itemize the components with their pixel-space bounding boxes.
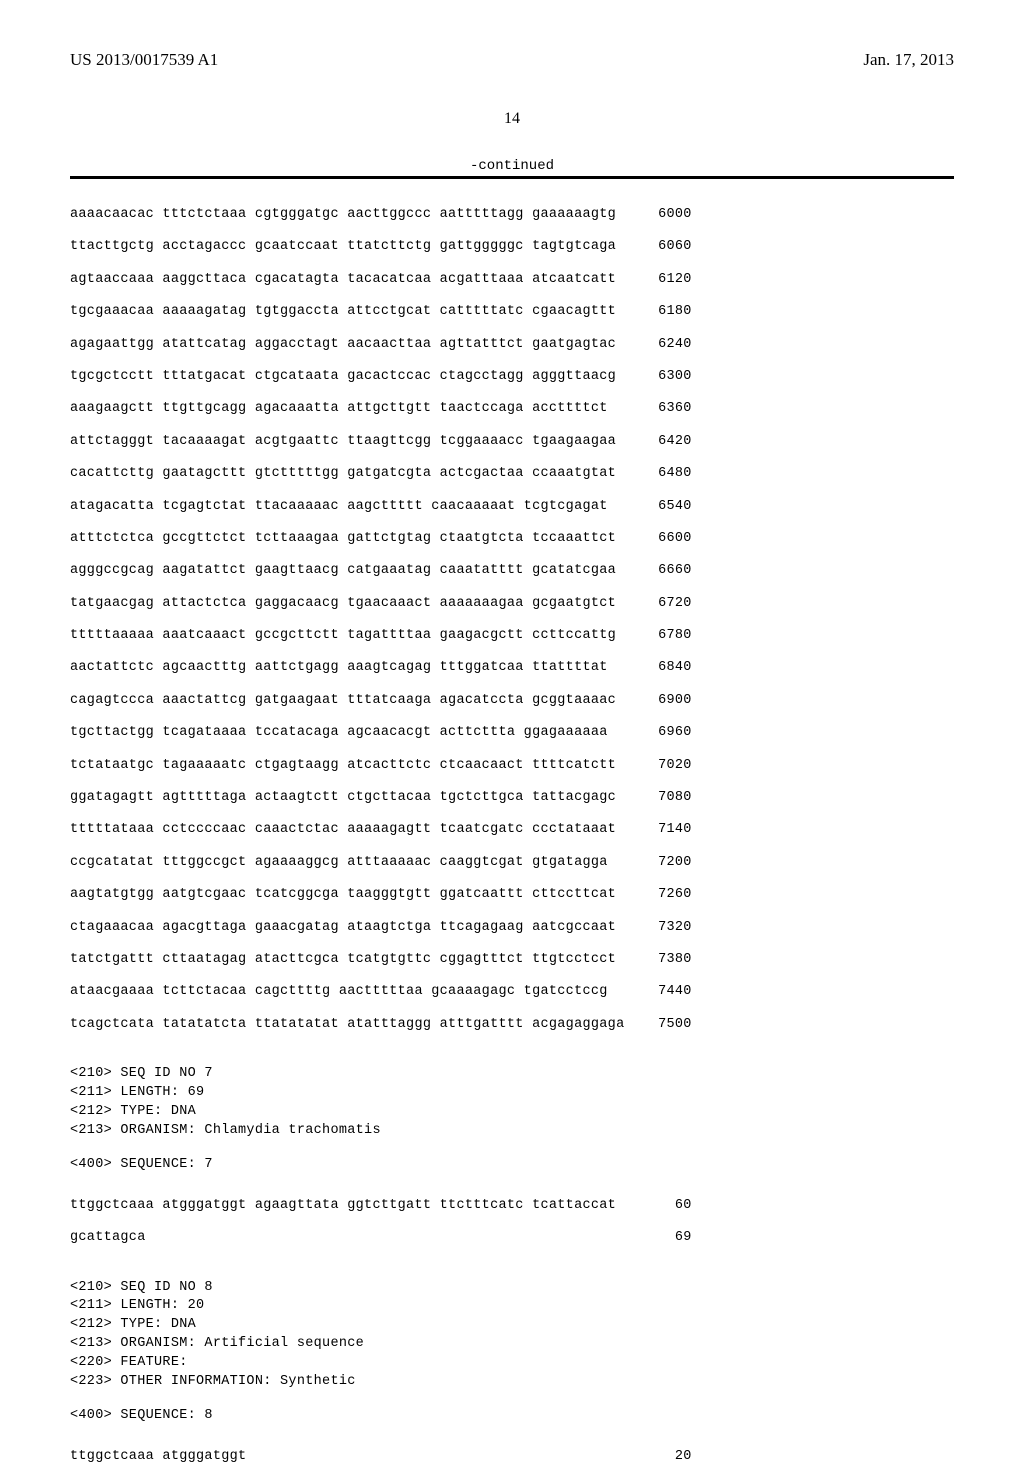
publication-number: US 2013/0017539 A1 [70,50,218,70]
sequence-row: agagaattgg atattcatag aggacctagt aacaact… [70,329,954,361]
sequence-row: attctagggt tacaaaagat acgtgaattc ttaagtt… [70,426,954,458]
continued-label: -continued [70,158,954,174]
sequence-row: tgcgaaacaa aaaaagatag tgtggaccta attcctg… [70,296,954,328]
sequence-row: atagacatta tcgagtctat ttacaaaaac aagcttt… [70,491,954,523]
divider-line [70,176,954,179]
page-number: 14 [70,110,954,128]
publication-date: Jan. 17, 2013 [863,50,954,70]
sequence-row: aaaacaacac tttctctaaa cgtgggatgc aacttgg… [70,199,954,231]
sequence-row: aaagaagctt ttgttgcagg agacaaatta attgctt… [70,393,954,425]
sequence-row: ctagaaacaa agacgttaga gaaacgatag ataagtc… [70,912,954,944]
sequence-row: agtaaccaaa aaggcttaca cgacatagta tacacat… [70,264,954,296]
page-header: US 2013/0017539 A1 Jan. 17, 2013 [70,50,954,70]
sequence-row: ggatagagtt agtttttaga actaagtctt ctgctta… [70,782,954,814]
sequence-row: cagagtccca aaactattcg gatgaagaat tttatca… [70,685,954,717]
sequence-row: tttttataaa cctccccaac caaactctac aaaaaga… [70,814,954,846]
sequence-row: tctataatgc tagaaaaatc ctgagtaagg atcactt… [70,750,954,782]
sequence-row: agggccgcag aagatattct gaagttaacg catgaaa… [70,555,954,587]
seq8-metadata: <210> SEQ ID NO 8 <211> LENGTH: 20 <212>… [70,1279,954,1392]
sequence-row: aagtatgtgg aatgtcgaac tcatcggcga taagggt… [70,879,954,911]
seq7-metadata: <210> SEQ ID NO 7 <211> LENGTH: 69 <212>… [70,1065,954,1141]
sequence-row: ccgcatatat tttggccgct agaaaaggcg atttaaa… [70,847,954,879]
sequence-row: tgcgctcctt tttatgacat ctgcataata gacactc… [70,361,954,393]
seq8-sequence: ttggctcaaa atgggatggt 20 [70,1441,954,1473]
sequence-row: tatctgattt cttaatagag atacttcgca tcatgtg… [70,944,954,976]
sequence-row: aactattctc agcaactttg aattctgagg aaagtca… [70,652,954,684]
sequence-row: ttacttgctg acctagaccc gcaatccaat ttatctt… [70,231,954,263]
sequence-row: ataacgaaaa tcttctacaa cagcttttg aacttttt… [70,976,954,1008]
sequence-row: tcagctcata tatatatcta ttatatatat atattta… [70,1009,954,1041]
sequence-row: tttttaaaaa aaatcaaact gccgcttctt tagattt… [70,620,954,652]
sequence-row: ttggctcaaa atgggatggt 20 [70,1441,954,1473]
seq8-label: <400> SEQUENCE: 8 [70,1408,954,1423]
sequence-row: gcattagca 69 [70,1222,954,1254]
sequence-row: ttggctcaaa atgggatggt agaagttata ggtcttg… [70,1190,954,1222]
sequence-row: cacattcttg gaatagcttt gtctttttgg gatgatc… [70,458,954,490]
sequence-row: tgcttactgg tcagataaaa tccatacaga agcaaca… [70,717,954,749]
main-sequence-block: aaaacaacac tttctctaaa cgtgggatgc aacttgg… [70,199,954,1041]
seq7-sequence: ttggctcaaa atgggatggt agaagttata ggtcttg… [70,1190,954,1255]
seq7-label: <400> SEQUENCE: 7 [70,1157,954,1172]
sequence-row: atttctctca gccgttctct tcttaaagaa gattctg… [70,523,954,555]
sequence-row: tatgaacgag attactctca gaggacaacg tgaacaa… [70,588,954,620]
